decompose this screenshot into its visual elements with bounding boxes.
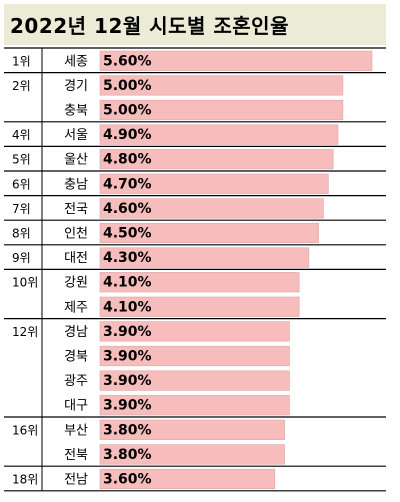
bar [99, 247, 310, 268]
region-label: 광주 [64, 374, 88, 389]
bar [99, 321, 290, 342]
rank-label: 9위 [12, 251, 31, 265]
bar [99, 444, 285, 465]
value-label: 3.80% [103, 447, 152, 463]
region-label: 서울 [64, 128, 88, 143]
value-label: 4.30% [103, 250, 152, 266]
region-label: 부산 [64, 423, 88, 438]
region-label: 전국 [64, 202, 88, 217]
bar [99, 345, 290, 367]
region-label: 전북 [64, 448, 88, 463]
chart-title-bar: 2022년 12월 시도별 조혼인율 [4, 4, 386, 45]
bar [99, 75, 344, 96]
value-label: 3.90% [103, 373, 152, 389]
region-label: 전남 [64, 473, 88, 488]
value-label: 3.90% [103, 324, 152, 340]
bar [99, 296, 300, 317]
value-label: 5.60% [103, 53, 152, 69]
value-label: 4.70% [103, 176, 152, 192]
value-label: 4.60% [103, 201, 152, 217]
value-label: 4.10% [103, 275, 152, 291]
value-label: 5.00% [103, 103, 152, 119]
value-label: 3.90% [103, 398, 152, 414]
bar [99, 124, 339, 145]
region-label: 인천 [64, 227, 88, 242]
region-label: 경북 [64, 350, 88, 365]
value-label: 4.90% [103, 127, 152, 143]
value-label: 4.10% [103, 299, 152, 315]
region-label: 충남 [64, 177, 88, 192]
rank-label: 8위 [12, 227, 31, 241]
rank-label: 12위 [12, 325, 38, 339]
rank-label: 16위 [12, 423, 38, 437]
bar [99, 370, 290, 391]
region-label: 대전 [64, 251, 88, 266]
region-label: 충북 [64, 104, 88, 119]
region-label: 울산 [64, 153, 88, 168]
region-label: 경기 [64, 79, 88, 94]
value-label: 4.50% [103, 226, 152, 242]
region-label: 제주 [64, 300, 88, 315]
rank-label: 18위 [12, 473, 38, 487]
bar [99, 50, 373, 71]
rank-label: 1위 [12, 54, 31, 68]
bar [99, 468, 276, 490]
bar [99, 149, 334, 170]
rank-label: 6위 [12, 177, 31, 191]
value-label: 5.00% [103, 78, 152, 94]
region-label: 경남 [64, 325, 88, 340]
value-label: 3.90% [103, 349, 152, 365]
rank-label: 5위 [12, 153, 31, 167]
bar [99, 395, 290, 416]
bar [99, 419, 285, 440]
bar [99, 99, 344, 121]
region-label: 세종 [64, 54, 88, 69]
rank-label: 7위 [12, 202, 31, 216]
bar [99, 272, 300, 293]
chart-title: 2022년 12월 시도별 조혼인율 [10, 14, 289, 38]
bar [99, 198, 324, 219]
value-label: 3.80% [103, 422, 152, 438]
rank-label: 2위 [12, 79, 31, 93]
rank-label: 4위 [12, 128, 31, 142]
bar [99, 173, 329, 194]
region-label: 강원 [64, 276, 88, 291]
value-label: 3.60% [103, 472, 152, 488]
bar [99, 222, 319, 244]
value-label: 4.80% [103, 152, 152, 168]
region-label: 대구 [64, 399, 88, 414]
rank-label: 10위 [12, 276, 38, 290]
